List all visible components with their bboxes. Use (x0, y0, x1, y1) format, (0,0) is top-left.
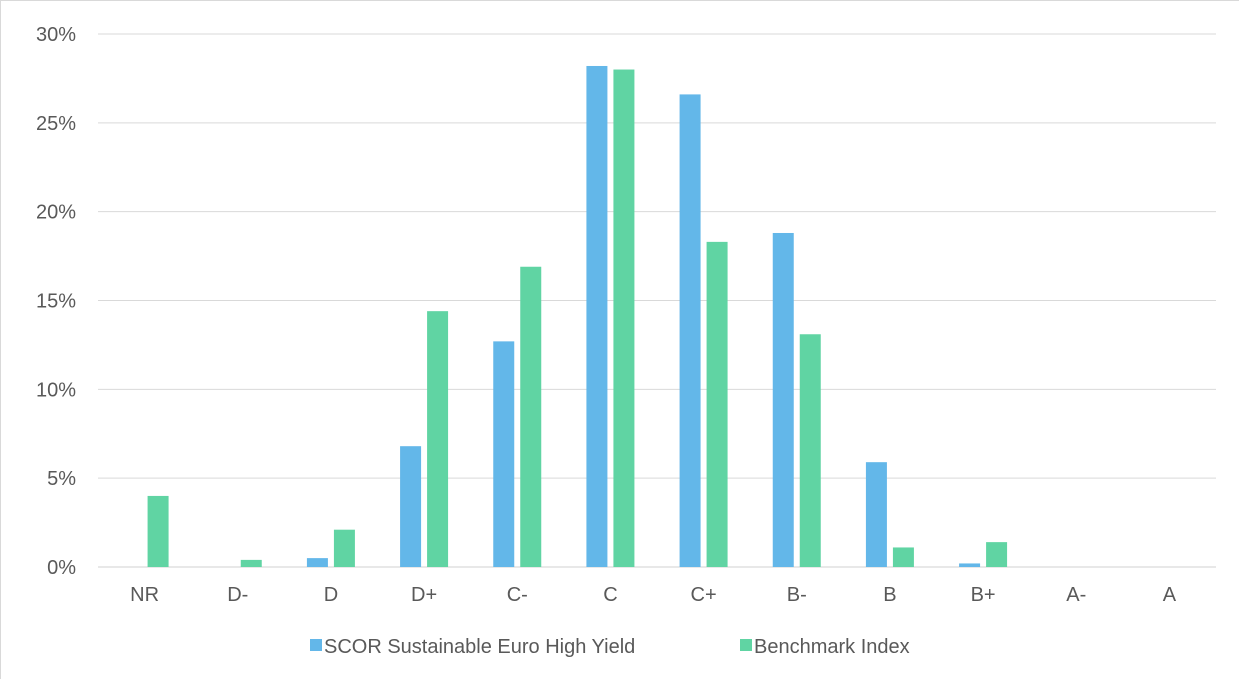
x-axis-tick-labels: NR D- D D+ C- C C+ B- B B+ A- A (130, 584, 1177, 606)
bar-benchmark-dplus (427, 311, 449, 567)
y-tick-label: 10% (36, 379, 76, 401)
bar-benchmark-cminus (520, 266, 542, 567)
x-tick-label: NR (130, 584, 159, 606)
legend-item: SCOR Sustainable Euro High Yield (310, 636, 635, 658)
x-tick-label: A (1163, 584, 1177, 606)
legend-swatch (740, 639, 752, 651)
x-tick-label: B- (787, 584, 807, 606)
y-tick-label: 5% (47, 468, 76, 490)
x-tick-label: A- (1066, 584, 1086, 606)
bar-scor-b (865, 462, 887, 567)
bar-benchmark-nr (147, 495, 169, 567)
bar-scor-bplus (959, 563, 981, 567)
bar-benchmark-bplus (986, 542, 1008, 567)
bar-benchmark-b (892, 547, 914, 567)
x-tick-label: C+ (691, 584, 717, 606)
bar-scor-c (586, 65, 608, 567)
bar-scor-dplus (400, 446, 422, 567)
bar-scor-d (306, 558, 328, 567)
bar-benchmark-d (333, 529, 355, 567)
legend-swatch (310, 639, 322, 651)
x-tick-label: D- (227, 584, 248, 606)
y-tick-label: 0% (47, 557, 76, 579)
bar-benchmark-bminus (799, 334, 821, 567)
y-tick-label: 15% (36, 291, 76, 313)
x-tick-label: B+ (971, 584, 996, 606)
legend: SCOR Sustainable Euro High Yield Benchmar… (310, 636, 910, 658)
bars (147, 65, 1008, 568)
gridlines (98, 33, 1216, 568)
bar-benchmark-cplus (706, 241, 728, 567)
x-tick-label: C (603, 584, 617, 606)
bar-scor-cplus (679, 94, 701, 567)
legend-item: Benchmark Index (740, 636, 910, 658)
bar-benchmark-c (613, 69, 635, 568)
y-axis-tick-labels: 0% 5% 10% 15% 20% 25% 30% (36, 24, 76, 579)
x-tick-label: C- (507, 584, 528, 606)
bar-scor-cminus (493, 341, 515, 567)
bar-scor-bminus (772, 232, 794, 567)
y-tick-label: 25% (36, 113, 76, 135)
x-tick-label: D (324, 584, 338, 606)
legend-label: SCOR Sustainable Euro High Yield (324, 636, 635, 658)
y-tick-label: 20% (36, 202, 76, 224)
bar-benchmark-dminus (240, 559, 262, 567)
y-tick-label: 30% (36, 24, 76, 46)
x-tick-label: B (883, 584, 896, 606)
legend-label: Benchmark Index (754, 636, 910, 658)
x-tick-label: D+ (411, 584, 437, 606)
